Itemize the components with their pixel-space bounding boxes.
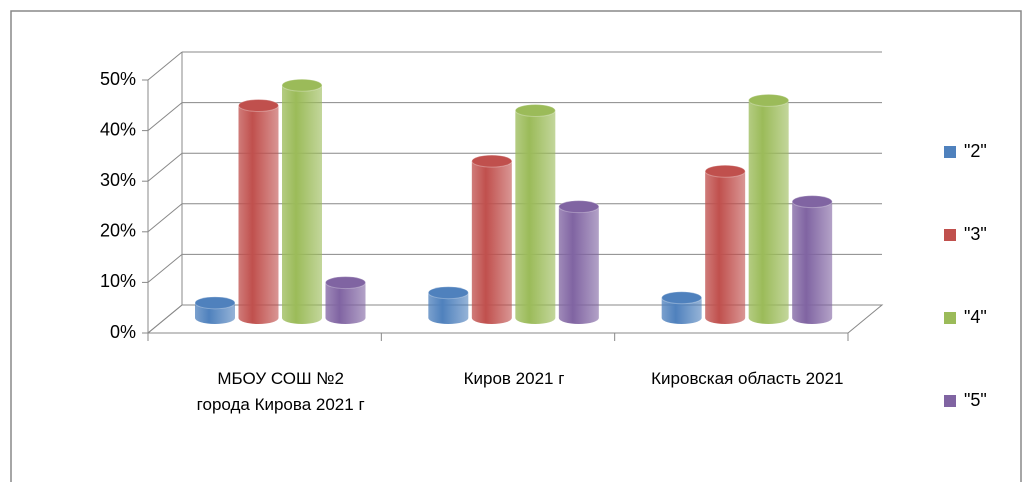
bar	[281, 78, 323, 325]
side-grid-line	[147, 102, 183, 131]
bar	[427, 286, 469, 324]
x-tick-label: МБОУ СОШ №2 города Кирова 2021 г	[196, 369, 365, 414]
side-grid-line	[147, 304, 183, 334]
bar	[514, 104, 556, 324]
bar	[325, 276, 366, 324]
y-tick-label: 10%	[100, 271, 136, 291]
chart-border	[10, 10, 1022, 482]
bar	[238, 98, 279, 324]
x-tick-label: Киров 2021 г	[463, 369, 565, 388]
side-grid-line	[147, 203, 183, 233]
y-tick-label: 30%	[100, 170, 136, 190]
bar	[791, 195, 833, 324]
legend-label: "4"	[964, 307, 987, 327]
legend-label: "3"	[964, 224, 987, 244]
bar	[704, 164, 746, 324]
legend-swatch	[944, 395, 956, 407]
legend-swatch	[944, 146, 956, 158]
bar	[558, 200, 600, 324]
bar	[194, 296, 236, 324]
bar	[748, 93, 790, 324]
y-tick-label: 40%	[100, 119, 136, 139]
legend-swatch	[944, 312, 956, 324]
y-tick-label: 0%	[110, 322, 136, 342]
bar	[661, 291, 703, 324]
y-tick-label: 50%	[100, 69, 136, 89]
side-grid-line	[147, 51, 183, 81]
x-tick-label: Кировская область 2021	[651, 369, 844, 388]
y-tick-label: 20%	[100, 221, 136, 241]
legend-label: "2"	[964, 141, 987, 161]
bar	[471, 154, 513, 324]
side-grid-line	[147, 152, 183, 182]
legend-swatch	[944, 229, 956, 241]
legend-label: "5"	[964, 390, 987, 410]
side-grid-line	[147, 254, 183, 283]
